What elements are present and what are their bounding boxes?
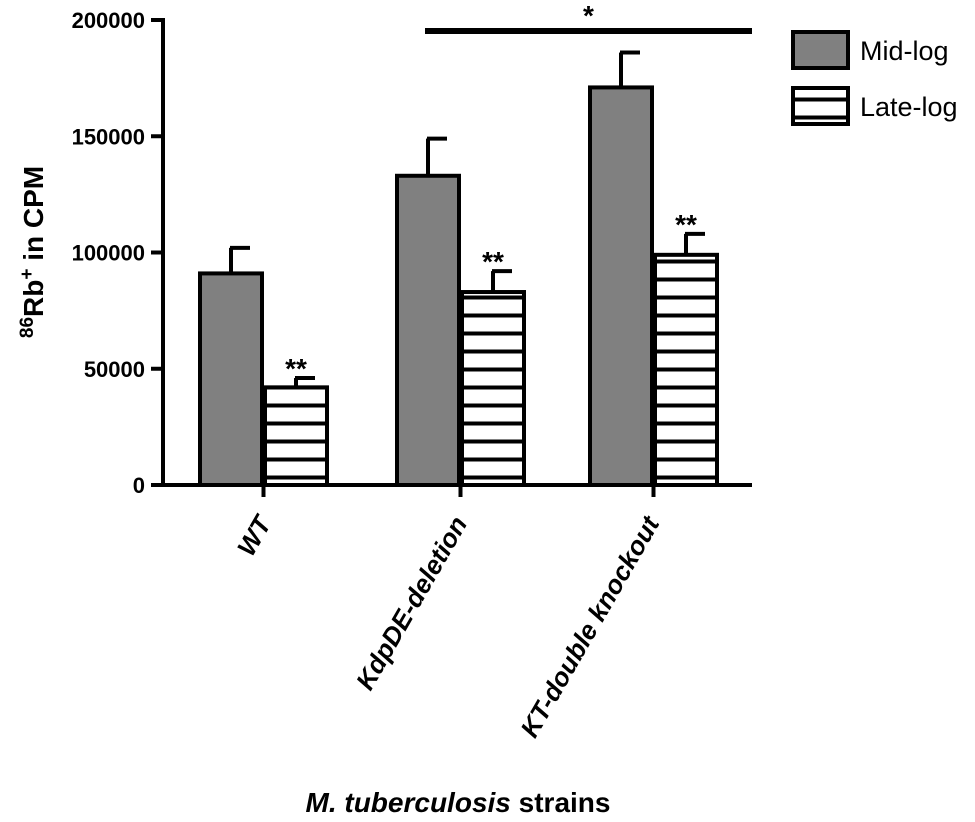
y-axis-title-superscript: + — [17, 269, 38, 280]
y-tick-label: 0 — [133, 473, 145, 498]
bar — [395, 173, 461, 487]
y-tick-label: 100000 — [72, 241, 145, 266]
x-axis-title-suffix: strains — [511, 787, 611, 818]
y-tick-label: 150000 — [72, 124, 145, 149]
y-tick-label: 200000 — [72, 8, 145, 33]
bar — [460, 290, 526, 487]
bars-layer — [198, 28, 752, 488]
legend-label: Late-log — [860, 92, 958, 122]
x-axis-title: M. tuberculosis strains — [306, 787, 611, 818]
legend: Mid-log Late-log — [791, 30, 958, 126]
category-label: KT-double knockout — [514, 510, 666, 743]
bar — [588, 85, 654, 488]
significance-label: ** — [482, 246, 504, 277]
legend-swatch — [791, 30, 850, 70]
category-label: WT — [231, 509, 278, 561]
y-axis-title-superscript: 86 — [17, 317, 38, 338]
bracket-label: * — [583, 0, 594, 31]
category-label: KdpDE-deletion — [350, 511, 473, 695]
y-axis-title: 86Rb+ in CPM — [17, 166, 49, 338]
significance-label: ** — [675, 209, 697, 240]
legend-label: Mid-log — [860, 36, 949, 66]
bar — [198, 271, 264, 487]
bar — [263, 385, 329, 488]
significance-label: ** — [285, 353, 307, 384]
bar — [653, 252, 719, 487]
x-axis-title-italic: M. tuberculosis — [306, 787, 511, 818]
y-axis-title-main: Rb — [18, 280, 49, 317]
legend-swatch — [791, 86, 850, 126]
y-tick-label: 50000 — [84, 357, 145, 382]
y-axis-title-suffix: in CPM — [18, 166, 49, 269]
